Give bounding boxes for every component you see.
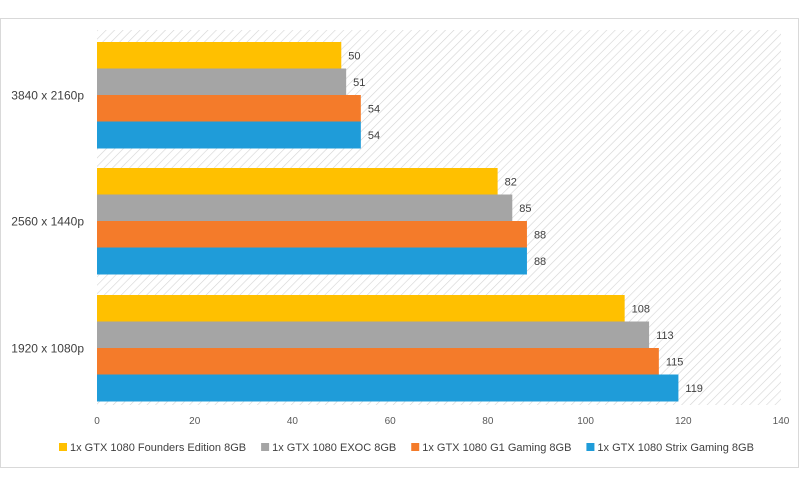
legend-label: 1x GTX 1080 Founders Edition 8GB [70, 442, 246, 454]
bar-3-2 [97, 221, 527, 248]
y-tick-label: 2560 x 1440p [11, 214, 84, 228]
bar-2-3 [97, 321, 650, 349]
x-tick-label: 60 [385, 416, 397, 427]
y-tick-label: 1920 x 1080p [11, 341, 84, 355]
x-tick-label: 140 [773, 416, 790, 427]
data-label: 54 [368, 130, 380, 142]
x-tick-label: 20 [189, 416, 201, 427]
bar-2-2 [97, 194, 513, 222]
legend-swatch [59, 443, 67, 451]
legend-label: 1x GTX 1080 G1 Gaming 8GB [422, 442, 571, 454]
bar-1-3 [97, 295, 625, 322]
bar-3-3 [97, 348, 659, 375]
x-tick-label: 0 [94, 416, 100, 427]
bar-1-2 [97, 168, 498, 195]
bar-3-1 [97, 95, 361, 122]
legend-swatch [261, 443, 270, 451]
y-tick-label: 3840 x 2160p [11, 88, 84, 102]
x-tick-label: 120 [675, 416, 692, 427]
bar-1-1 [97, 42, 342, 69]
data-label: 113 [656, 330, 674, 342]
data-label: 119 [685, 383, 703, 395]
data-label: 85 [519, 203, 531, 215]
data-label: 88 [534, 256, 546, 268]
bar-4-3 [97, 374, 679, 402]
legend-swatch [586, 443, 595, 451]
x-tick-label: 80 [482, 416, 494, 427]
data-label: 51 [353, 77, 365, 89]
data-label: 54 [368, 104, 380, 116]
data-label: 88 [534, 230, 546, 242]
bar-4-2 [97, 247, 527, 275]
x-tick-label: 100 [577, 416, 594, 427]
x-tick-label: 40 [287, 416, 299, 427]
legend-label: 1x GTX 1080 EXOC 8GB [272, 442, 396, 454]
chart-frame [0, 18, 799, 468]
bar-2-1 [97, 68, 347, 96]
bar-4-1 [97, 121, 361, 149]
legend-label: 1x GTX 1080 Strix Gaming 8GB [597, 442, 754, 454]
data-label: 108 [632, 304, 650, 316]
data-label: 82 [505, 177, 517, 189]
data-label: 115 [666, 357, 684, 369]
data-label: 50 [348, 51, 360, 63]
legend-swatch [411, 443, 420, 451]
